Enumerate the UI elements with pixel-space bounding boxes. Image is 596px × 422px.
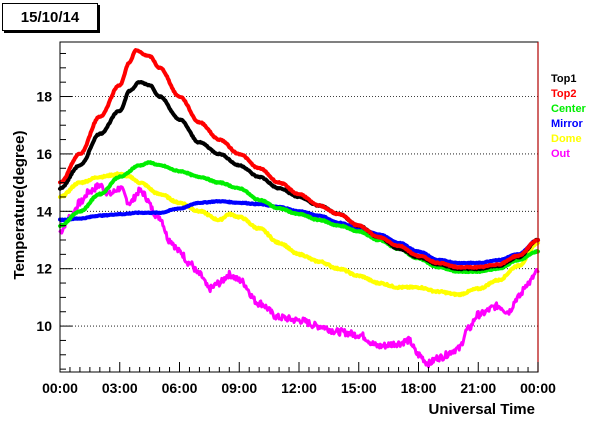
series-line-center — [58, 160, 540, 275]
legend-entry-top2: Top2 — [551, 88, 576, 100]
x-tick-label: 03:00 — [102, 380, 138, 396]
chart-date-title: 15/10/14 — [2, 3, 98, 31]
series-line-out — [58, 182, 540, 369]
x-tick-label: 06:00 — [162, 380, 198, 396]
plot-frame-bg — [60, 42, 538, 372]
series-line-mirror — [58, 199, 540, 266]
legend-entry-dome: Dome — [551, 133, 582, 145]
y-tick-label: 18 — [36, 89, 52, 105]
x-axis: 00:00 03:00 06:00 09:00 12:00 15:00 18:00 21:00… — [42, 362, 556, 396]
x-tick-label: 00:00 — [42, 380, 78, 396]
legend-entry-out: Out — [551, 148, 570, 160]
legend-entry-mirror: Mirror — [551, 118, 584, 130]
legend: Top1 Top2 Center Mirror Dome Out — [551, 73, 587, 160]
y-axis-title: Temperature(degree) — [11, 131, 28, 280]
x-axis-title: Universal Time — [429, 401, 535, 418]
y-tick-label: 10 — [36, 318, 52, 334]
x-tick-label: 15:00 — [341, 380, 377, 396]
x-tick-label: 12:00 — [281, 380, 317, 396]
x-tick-label: 18:00 — [401, 380, 437, 396]
series-layer — [58, 48, 540, 369]
series-line-dome — [58, 171, 540, 298]
legend-entry-top1: Top1 — [551, 73, 576, 85]
y-axis: 10 12 14 16 18 — [36, 52, 72, 370]
x-tick-label: 00:00 — [520, 380, 556, 396]
y-tick-label: 16 — [36, 146, 52, 162]
y-tick-label: 12 — [36, 261, 52, 277]
series-line-top2 — [58, 48, 540, 270]
legend-entry-center: Center — [551, 103, 587, 115]
y-tick-label: 14 — [36, 203, 52, 219]
x-tick-label: 09:00 — [221, 380, 257, 396]
x-tick-label: 21:00 — [460, 380, 496, 396]
